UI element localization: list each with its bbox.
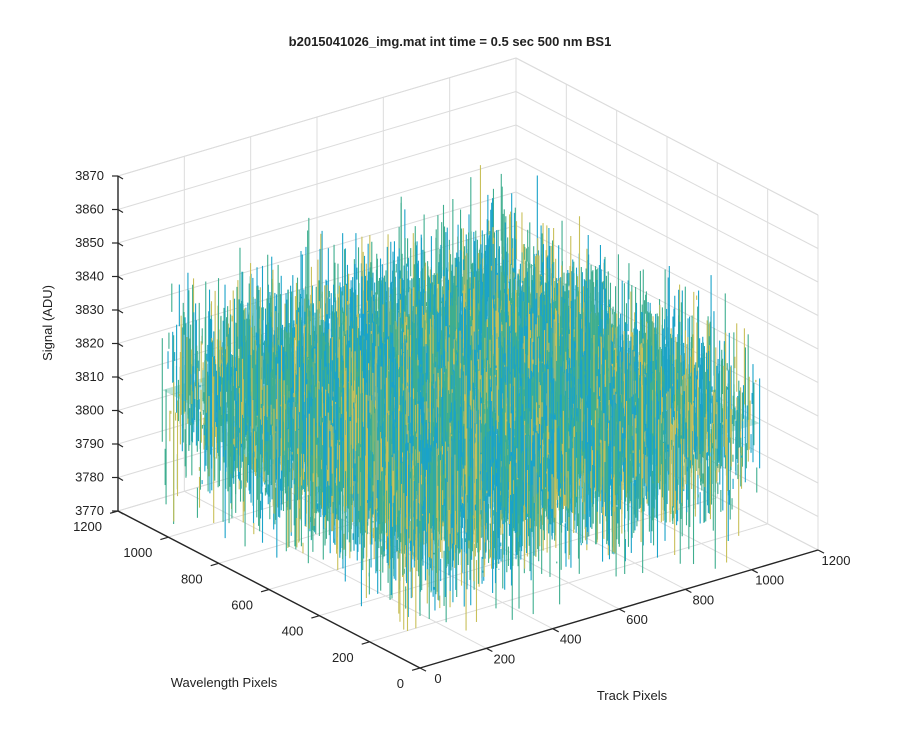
grid-line [515, 124, 819, 283]
grid-line [515, 191, 819, 350]
chart-title: b2015041026_img.mat int time = 0.5 sec 5… [288, 34, 612, 49]
grid-line [515, 225, 819, 383]
grid-line [515, 91, 819, 249]
grid-line [117, 91, 517, 210]
grid-line [515, 158, 819, 316]
grid-line [117, 191, 517, 311]
surface-mesh [161, 165, 761, 631]
grid-line [117, 57, 517, 177]
grid-line [515, 57, 819, 216]
grid-line [369, 523, 768, 643]
grid-line [117, 158, 517, 277]
grid-line [117, 124, 517, 244]
